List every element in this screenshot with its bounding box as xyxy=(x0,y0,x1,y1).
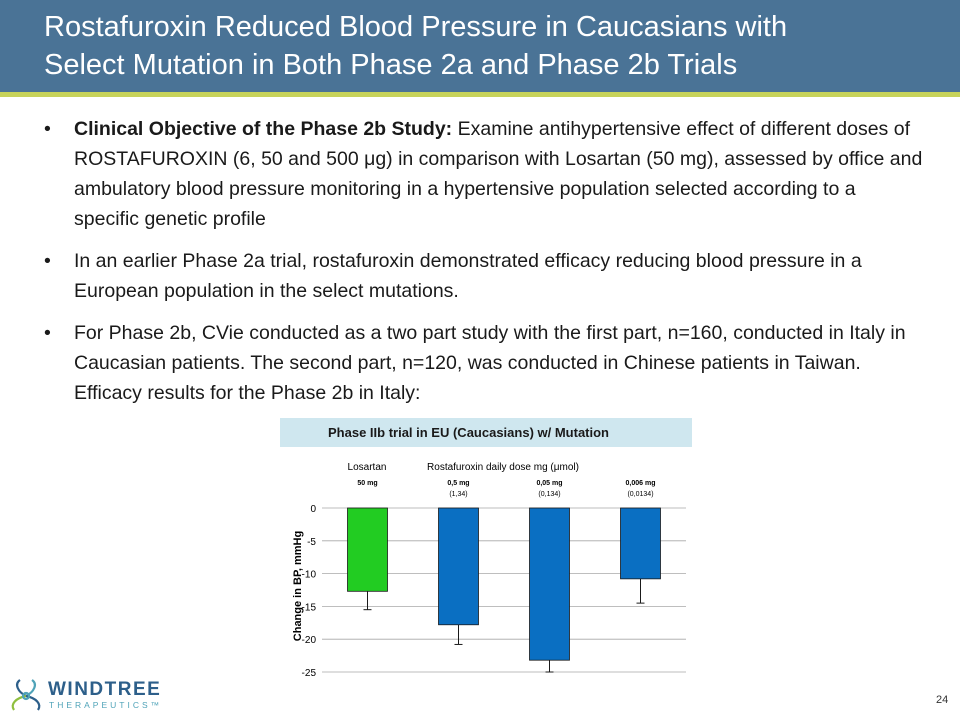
category-sublabel: (0,0134) xyxy=(627,491,653,498)
category-sublabel: (1,34) xyxy=(449,491,467,498)
bullet-item: • For Phase 2b, CVie conducted as a two p… xyxy=(44,322,906,404)
bar-1 xyxy=(347,507,388,592)
page-number: 24 xyxy=(936,694,949,706)
bullet-list: • Clinical Objective of the Phase 2b Stud… xyxy=(44,114,924,420)
y-axis-label: Change in BP, mmHg xyxy=(292,531,304,641)
bar-3 xyxy=(529,507,570,661)
bullet-item: • In an earlier Phase 2a trial, rostafuro… xyxy=(44,250,862,302)
chart-title: Phase IIb trial in EU (Caucasians) w/ Mu… xyxy=(328,425,609,440)
y-tick-label: -25 xyxy=(302,668,317,679)
brand-tagline: THERAPEUTICS™ xyxy=(49,700,163,710)
category-label: 50 mg xyxy=(357,480,377,487)
bullet-text: Examine antihypertensive effect of diffe… xyxy=(74,118,923,230)
windtree-tree-logo-icon xyxy=(11,679,41,711)
y-tick-label: -15 xyxy=(302,602,317,613)
chart-title-box: Phase IIb trial in EU (Caucasians) w/ Mu… xyxy=(280,418,692,447)
slide-title: Rostafuroxin Reduced Blood Pressure in C… xyxy=(44,8,944,84)
bar-4 xyxy=(620,507,661,580)
slide-title-line-1: Rostafuroxin Reduced Blood Pressure in C… xyxy=(44,11,788,43)
bullet-bold-lead: Clinical Objective of the Phase 2b Study… xyxy=(74,118,453,140)
category-sublabel: (0,134) xyxy=(538,491,560,498)
title-underline xyxy=(0,92,960,97)
slide-title-line-2: Select Mutation in Both Phase 2a and Pha… xyxy=(44,49,738,81)
bullet-text: For Phase 2b, CVie conducted as a two pa… xyxy=(74,322,906,404)
bp-change-bar-chart: Losartan Rostafuroxin daily dose mg (μmo… xyxy=(292,462,686,679)
losartan-group-label: Losartan xyxy=(348,462,387,473)
title-bar xyxy=(0,0,960,92)
category-label: 0,05 mg xyxy=(536,480,562,487)
y-tick-label: -5 xyxy=(307,537,316,548)
y-tick-label: -10 xyxy=(302,570,317,581)
bar-2 xyxy=(438,507,479,626)
bullet-text: In an earlier Phase 2a trial, rostafurox… xyxy=(74,250,862,302)
rostafuroxin-group-label: Rostafuroxin daily dose mg (μmol) xyxy=(427,462,579,473)
brand-name: WINDTREE xyxy=(48,679,162,700)
bullet-item: • Clinical Objective of the Phase 2b Stud… xyxy=(44,118,923,230)
y-tick-label: 0 xyxy=(310,504,316,515)
y-tick-label: -20 xyxy=(302,635,317,646)
category-label: 0,006 mg xyxy=(626,480,656,487)
category-label: 0,5 mg xyxy=(447,480,469,487)
